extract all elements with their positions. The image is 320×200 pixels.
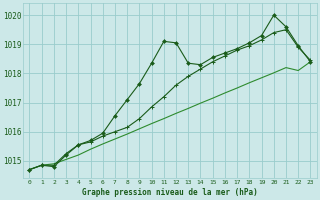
- X-axis label: Graphe pression niveau de la mer (hPa): Graphe pression niveau de la mer (hPa): [82, 188, 258, 197]
